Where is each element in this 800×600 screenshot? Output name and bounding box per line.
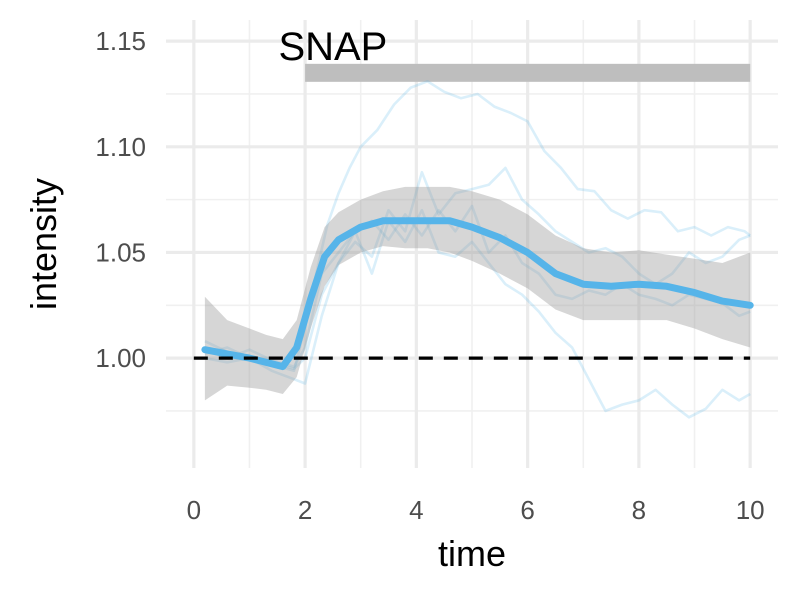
x-tick-label: 0	[187, 495, 201, 525]
mean-line-group	[201, 217, 754, 371]
x-axis-ticks: 0 2 4 6 8 10	[187, 495, 765, 525]
major-gridlines	[166, 20, 778, 468]
individual-traces	[204, 80, 751, 419]
y-axis-title: intensity	[23, 178, 64, 310]
y-tick-label: 1.10	[95, 132, 146, 162]
individual-trace-line	[204, 166, 751, 371]
y-tick-label: 1.00	[95, 343, 146, 373]
y-tick-label: 1.15	[95, 26, 146, 56]
minor-gridlines	[166, 20, 778, 468]
x-tick-label: 8	[632, 495, 646, 525]
x-tick-label: 6	[520, 495, 534, 525]
x-tick-label: 4	[409, 495, 423, 525]
y-axis-ticks: 1.00 1.05 1.10 1.15	[95, 26, 146, 373]
mean-line	[201, 217, 754, 371]
x-tick-label: 10	[736, 495, 765, 525]
individual-trace-line	[204, 208, 751, 419]
individual-trace-line	[204, 204, 751, 368]
x-tick-label: 2	[298, 495, 312, 525]
y-tick-label: 1.05	[95, 237, 146, 267]
snap-annotation: SNAP	[278, 25, 751, 82]
snap-label: SNAP	[278, 25, 387, 69]
snap-bar	[305, 63, 751, 82]
x-axis-title: time	[438, 533, 506, 574]
